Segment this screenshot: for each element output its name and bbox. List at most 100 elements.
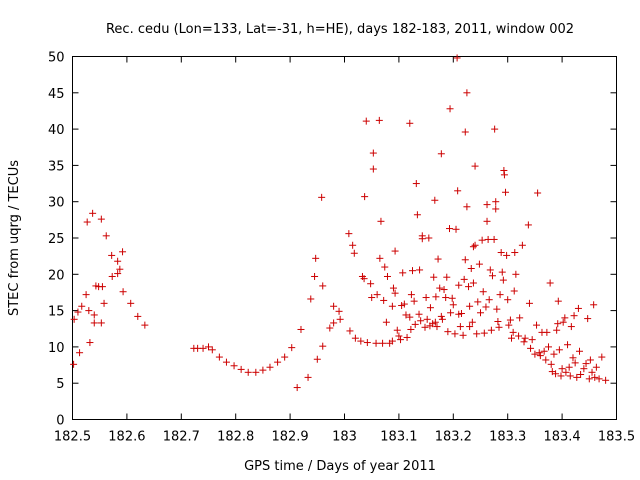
data-point bbox=[520, 338, 528, 346]
data-point bbox=[199, 344, 207, 352]
data-point bbox=[407, 291, 415, 299]
data-point bbox=[485, 296, 493, 304]
data-point bbox=[350, 249, 358, 257]
data-point bbox=[512, 270, 520, 278]
data-point bbox=[502, 188, 510, 196]
data-point bbox=[494, 317, 502, 325]
data-point bbox=[569, 354, 577, 362]
data-point bbox=[367, 280, 375, 288]
data-point bbox=[451, 330, 459, 338]
data-point bbox=[369, 165, 377, 173]
data-point bbox=[400, 300, 408, 308]
data-point bbox=[598, 353, 606, 361]
data-point bbox=[288, 344, 296, 352]
data-point bbox=[440, 286, 448, 294]
y-tick-label: 0 bbox=[56, 414, 64, 429]
data-point bbox=[423, 315, 431, 323]
data-point bbox=[457, 310, 465, 318]
data-point bbox=[449, 301, 457, 309]
chart-title: Rec. cedu (Lon=133, Lat=-31, h=HE), days… bbox=[106, 22, 574, 37]
data-point bbox=[411, 320, 419, 328]
data-point bbox=[205, 343, 212, 351]
y-axis: 0 5 10 15 20 25 30 35 40 45 50 bbox=[48, 51, 617, 429]
data-point bbox=[389, 284, 397, 292]
data-point bbox=[313, 355, 321, 363]
data-point bbox=[444, 328, 452, 336]
data-point bbox=[215, 353, 223, 361]
data-point bbox=[506, 316, 514, 324]
data-point bbox=[97, 215, 105, 223]
data-point bbox=[463, 89, 471, 97]
data-point bbox=[259, 366, 267, 374]
y-tick-label: 50 bbox=[48, 51, 65, 66]
data-point bbox=[134, 312, 142, 320]
data-point bbox=[89, 209, 97, 217]
x-tick-label: 183.1 bbox=[380, 430, 417, 445]
data-point bbox=[418, 235, 426, 243]
data-point bbox=[381, 263, 389, 271]
data-point bbox=[473, 330, 481, 338]
data-point bbox=[602, 376, 610, 384]
data-point bbox=[406, 119, 414, 127]
data-point bbox=[487, 326, 495, 334]
data-point bbox=[222, 358, 230, 366]
data-point bbox=[446, 105, 454, 113]
data-point bbox=[422, 294, 430, 302]
data-point bbox=[553, 326, 561, 334]
data-point bbox=[495, 323, 503, 331]
data-point bbox=[307, 295, 315, 303]
data-point bbox=[550, 350, 558, 358]
data-point bbox=[492, 198, 500, 206]
data-point bbox=[545, 343, 552, 351]
data-point bbox=[483, 217, 491, 225]
data-point bbox=[382, 318, 390, 326]
data-point bbox=[281, 353, 289, 361]
data-point bbox=[266, 363, 274, 371]
data-point bbox=[383, 272, 391, 280]
data-point bbox=[531, 350, 539, 358]
data-point bbox=[237, 365, 245, 373]
data-point bbox=[119, 288, 127, 296]
data-point bbox=[363, 339, 371, 347]
data-point bbox=[406, 313, 414, 321]
data-point bbox=[533, 321, 541, 329]
data-point bbox=[559, 318, 567, 326]
data-point bbox=[330, 319, 338, 327]
data-point bbox=[493, 305, 501, 313]
data-point bbox=[443, 273, 451, 281]
data-point bbox=[595, 375, 603, 383]
data-point bbox=[336, 315, 344, 323]
data-point bbox=[482, 303, 490, 311]
data-point bbox=[395, 332, 403, 340]
data-point bbox=[456, 323, 464, 331]
data-point bbox=[557, 372, 565, 380]
data-point bbox=[576, 347, 584, 355]
data-point bbox=[554, 320, 562, 328]
data-point bbox=[345, 230, 353, 238]
data-point bbox=[380, 296, 388, 304]
data-point bbox=[70, 360, 78, 368]
data-point bbox=[97, 319, 105, 327]
data-point bbox=[141, 321, 149, 329]
x-tick-label: 183 bbox=[332, 430, 357, 445]
data-point bbox=[403, 333, 411, 341]
data-point bbox=[388, 302, 396, 310]
data-point bbox=[480, 329, 488, 337]
data-point bbox=[466, 302, 474, 310]
data-point bbox=[369, 149, 377, 157]
data-point bbox=[490, 235, 498, 243]
data-point bbox=[508, 334, 516, 342]
data-point bbox=[442, 294, 450, 302]
data-point bbox=[477, 309, 484, 317]
data-point bbox=[368, 294, 376, 302]
data-point bbox=[580, 365, 588, 373]
data-point bbox=[127, 299, 135, 307]
data-point bbox=[471, 241, 479, 249]
data-point bbox=[311, 272, 319, 280]
data-point bbox=[540, 347, 548, 355]
data-point bbox=[83, 218, 91, 226]
data-point bbox=[360, 275, 368, 283]
data-point bbox=[372, 339, 380, 347]
data-point bbox=[465, 283, 473, 291]
